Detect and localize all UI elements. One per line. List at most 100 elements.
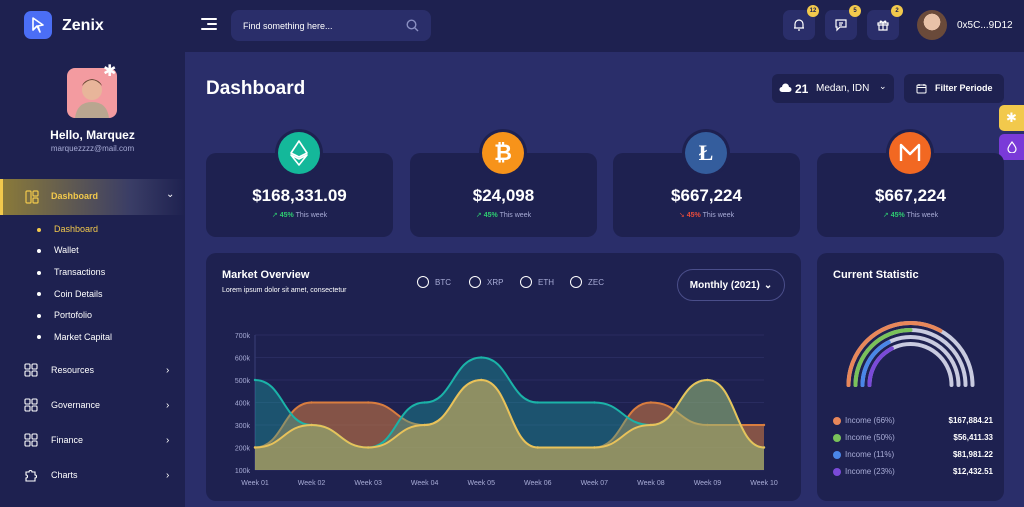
sidebar-item-finance[interactable]: Finance › <box>0 428 185 452</box>
stat-row: Income (11%) $81,981.22 <box>833 449 993 461</box>
profile-greeting: Hello, Marquez <box>50 128 135 142</box>
dashboard-icon <box>25 190 39 204</box>
sidebar-item-governance[interactable]: Governance › <box>0 393 185 417</box>
gift-icon <box>877 20 889 31</box>
profile-email: marquezzzz@mail.com <box>50 144 135 153</box>
weather-widget[interactable]: 21 Medan, IDN ⌄ <box>772 74 894 103</box>
sidebar: ✱ Hello, Marquez marquezzzz@mail.com Das… <box>0 52 185 507</box>
sub-item-coin-details[interactable]: Coin Details <box>54 289 103 299</box>
data-point <box>649 401 653 404</box>
search-box <box>231 10 431 41</box>
sidebar-item-label: Finance <box>51 435 84 445</box>
coin-change: ↗ 45% This week <box>206 211 393 219</box>
chat-icon <box>835 19 847 32</box>
sub-item-dashboard[interactable]: Dashboard <box>54 224 99 234</box>
user-avatar[interactable] <box>917 10 947 40</box>
arc-value <box>853 328 913 387</box>
coin-change: ↘ 45% This week <box>613 211 800 219</box>
arc-track <box>867 342 954 387</box>
bell-icon <box>794 19 804 31</box>
gear-icon: ✱ <box>1006 110 1017 125</box>
coin-card-litecoin[interactable]: Ł $667,224 ↘ 45% This week <box>613 132 800 237</box>
current-statistic-card: Current Statistic Income (66%) $167,884.… <box>817 253 1004 501</box>
chevron-down-icon: ⌄ <box>166 189 175 200</box>
profile-avatar[interactable] <box>67 68 117 118</box>
data-point <box>366 401 370 404</box>
top-bar: Zenix 12 5 2 0x5C...9D12 <box>0 0 1024 52</box>
legend-label: XRP <box>487 277 504 287</box>
menu-toggle-icon[interactable] <box>201 18 217 32</box>
data-point <box>366 446 370 449</box>
stat-row: Income (50%) $56,411.33 <box>833 432 993 444</box>
coin-change: ↗ 45% This week <box>817 211 1004 219</box>
color-picker-tab[interactable] <box>999 134 1024 160</box>
sub-item-transactions[interactable]: Transactions <box>54 267 106 277</box>
legend-eth[interactable]: ETH <box>520 276 554 288</box>
y-tick-label: 100k <box>235 468 251 475</box>
sidebar-item-resources[interactable]: Resources › <box>0 358 185 382</box>
stat-label: Income (23%) <box>845 467 895 476</box>
sub-item-wallet[interactable]: Wallet <box>54 245 79 255</box>
legend-dot <box>833 434 841 442</box>
radio-icon <box>469 276 481 288</box>
calendar-icon <box>916 84 927 94</box>
series-line <box>254 378 765 449</box>
notification-button[interactable]: 12 <box>783 5 819 40</box>
x-tick-label: Week 05 <box>467 480 495 487</box>
legend-zec[interactable]: ZEC <box>570 276 604 288</box>
data-point <box>536 446 539 449</box>
chevron-down-icon: ⌄ <box>879 81 887 91</box>
search-icon[interactable] <box>406 19 419 32</box>
notification-badge: 12 <box>807 5 819 17</box>
sidebar-item-charts[interactable]: Charts › <box>0 463 185 487</box>
legend-label: ZEC <box>588 277 604 287</box>
user-wallet-address[interactable]: 0x5C...9D12 <box>957 20 1013 31</box>
arc-value <box>860 340 891 387</box>
coin-value: $667,224 <box>671 186 742 205</box>
messages-button[interactable]: 5 <box>825 5 861 40</box>
stat-value: $56,411.33 <box>953 433 993 442</box>
trend-down-icon: ↘ <box>678 212 685 219</box>
coin-change: ↗ 45% This week <box>410 211 597 219</box>
droplet-icon <box>1006 141 1017 153</box>
weather-temperature: 21 <box>795 82 809 96</box>
market-title: Market Overview <box>222 269 310 281</box>
period-dropdown[interactable]: Monthly (2021) ⌄ <box>677 269 785 301</box>
data-point <box>593 446 596 449</box>
x-tick-label: Week 08 <box>637 480 665 487</box>
sidebar-item-dashboard[interactable]: Dashboard ⌄ <box>0 179 185 215</box>
theme-settings-tab[interactable]: ✱ <box>999 105 1024 131</box>
x-tick-label: Week 10 <box>750 480 778 487</box>
stat-row: Income (66%) $167,884.21 <box>833 415 993 427</box>
change-percent: 45% <box>686 212 701 219</box>
legend-dot <box>833 417 841 425</box>
data-point <box>253 378 257 382</box>
data-point <box>480 356 483 359</box>
data-point <box>649 423 653 427</box>
x-tick-label: Week 06 <box>524 480 552 487</box>
change-period: This week <box>295 212 328 219</box>
sub-item-portofolio[interactable]: Portofolio <box>54 310 93 320</box>
change-period: This week <box>906 212 939 219</box>
search-input[interactable] <box>243 10 393 41</box>
coin-card-monero[interactable]: $667,224 ↗ 45% This week <box>817 132 1004 237</box>
legend-btc[interactable]: BTC <box>417 276 451 288</box>
monero-icon <box>889 132 931 174</box>
market-overview-card: Market Overview Lorem ipsum dolor sit am… <box>206 253 801 501</box>
sub-item-dot <box>37 249 41 253</box>
coin-card-ethereum[interactable]: $168,331.09 ↗ 45% This week <box>206 132 393 237</box>
sub-item-market-capital[interactable]: Market Capital <box>54 332 113 342</box>
gift-button[interactable]: 2 <box>867 5 903 40</box>
arc-value <box>867 346 894 387</box>
gear-icon[interactable]: ✱ <box>103 63 117 80</box>
chevron-right-icon: › <box>166 400 170 411</box>
x-tick-label: Week 03 <box>354 480 382 487</box>
logo-icon[interactable] <box>24 11 52 39</box>
legend-dot <box>833 451 841 459</box>
coin-card-bitcoin[interactable]: ₿ $24,098 ↗ 45% This week <box>410 132 597 237</box>
legend-xrp[interactable]: XRP <box>469 276 503 288</box>
trend-up-icon: ↗ <box>882 212 889 219</box>
data-point <box>536 401 539 404</box>
y-tick-label: 200k <box>235 446 251 453</box>
filter-periode-button[interactable]: Filter Periode <box>904 74 1004 103</box>
